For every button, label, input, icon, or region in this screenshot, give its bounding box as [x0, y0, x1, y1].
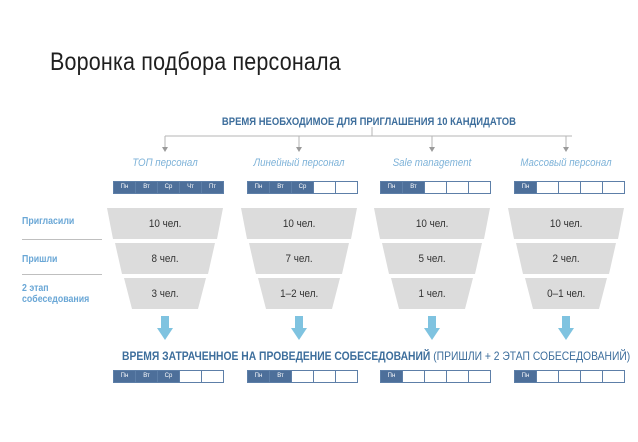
day-cell: Чт	[179, 181, 202, 194]
day-cell	[536, 370, 559, 383]
day-cell	[446, 370, 469, 383]
interview-day-bar: Пн Вт	[247, 370, 358, 383]
funnel-stage: 10 чел.	[508, 208, 624, 239]
interview-day-bar: Пн	[514, 370, 625, 383]
funnel-stage-value: 5 чел.	[418, 252, 446, 265]
day-cell	[424, 181, 447, 194]
day-cell	[602, 181, 625, 194]
day-cell: Вт	[135, 181, 158, 194]
funnel-stage-value: 10 чел.	[549, 217, 583, 230]
down-arrow-icon	[157, 316, 173, 340]
day-cell: Ср	[291, 181, 314, 194]
day-cell	[402, 370, 425, 383]
day-cell	[335, 181, 358, 194]
day-cell	[313, 370, 336, 383]
funnel-stage-value: 1–2 чел.	[279, 287, 319, 300]
day-cell: Пн	[514, 181, 537, 194]
weekday-bar: Пн Вт Ср Чт Пт	[113, 181, 224, 194]
funnel-stage-value: 10 чел.	[148, 217, 182, 230]
day-cell: Ср	[157, 370, 180, 383]
day-cell	[201, 370, 224, 383]
bottom-header-normal: (ПРИШЛИ + 2 ЭТАП СОБЕСЕДОВАНИЙ)	[430, 349, 631, 363]
column-title: Линейный персонал	[253, 157, 345, 169]
column-title: Sale management	[392, 157, 472, 169]
funnel-stage-value: 0–1 чел.	[546, 287, 586, 300]
funnel-stage: 2 чел.	[516, 243, 616, 274]
day-cell: Пн	[247, 370, 270, 383]
day-cell: Пн	[113, 370, 136, 383]
interview-day-bar: Пн	[380, 370, 491, 383]
day-cell	[446, 181, 469, 194]
funnel-stage-value: 10 чел.	[415, 217, 449, 230]
day-cell	[335, 370, 358, 383]
top-header-text: ВРЕМЯ НЕОБХОДИМОЕ ДЛЯ ПРИГЛАШЕНИЯ 10 КАН…	[222, 116, 516, 128]
day-cell	[558, 370, 581, 383]
day-cell: Вт	[269, 181, 292, 194]
day-cell: Вт	[135, 370, 158, 383]
down-arrow-icon	[291, 316, 307, 340]
row-label-invited: Пригласили	[22, 216, 75, 227]
column-title: Массовый персонал	[520, 157, 612, 169]
funnel-stage: 7 чел.	[249, 243, 349, 274]
funnel-stage: 0–1 чел.	[525, 278, 607, 309]
day-cell	[291, 370, 314, 383]
day-cell	[468, 181, 491, 194]
bottom-header: ВРЕМЯ ЗАТРАЧЕННОЕ НА ПРОВЕДЕНИЕ СОБЕСЕДО…	[122, 347, 630, 365]
day-cell: Пн	[514, 370, 537, 383]
funnel-stage-value: 1 чел.	[418, 287, 446, 300]
day-cell	[602, 370, 625, 383]
day-cell	[424, 370, 447, 383]
day-cell	[313, 181, 336, 194]
row-separator	[22, 274, 102, 275]
weekday-bar: Пн Вт	[380, 181, 491, 194]
row-label-second-line2: собеседования	[22, 294, 90, 305]
funnel-stage: 1–2 чел.	[258, 278, 340, 309]
day-cell	[580, 181, 603, 194]
funnel-stage: 3 чел.	[124, 278, 206, 309]
interview-day-bar: Пн Вт Ср	[113, 370, 224, 383]
day-cell	[558, 181, 581, 194]
row-label-came: Пришли	[22, 254, 58, 265]
day-cell	[468, 370, 491, 383]
weekday-bar: Пн	[514, 181, 625, 194]
down-arrow-icon	[424, 316, 440, 340]
funnel-stage: 10 чел.	[241, 208, 357, 239]
day-cell	[580, 370, 603, 383]
day-cell: Вт	[269, 370, 292, 383]
funnel-stage-value: 3 чел.	[151, 287, 179, 300]
row-label-second-line1: 2 этап	[22, 283, 49, 294]
day-cell: Ср	[157, 181, 180, 194]
funnel-stage-value: 10 чел.	[282, 217, 316, 230]
funnel-stage-value: 8 чел.	[151, 252, 179, 265]
day-cell: Пн	[380, 181, 403, 194]
row-separator	[22, 239, 102, 240]
funnel-stage: 1 чел.	[391, 278, 473, 309]
day-cell	[179, 370, 202, 383]
day-cell: Вт	[402, 181, 425, 194]
day-cell: Пн	[247, 181, 270, 194]
day-cell: Пт	[201, 181, 224, 194]
bottom-header-bold: ВРЕМЯ ЗАТРАЧЕННОЕ НА ПРОВЕДЕНИЕ СОБЕСЕДО…	[122, 349, 431, 363]
column-title: ТОП персонал	[132, 157, 198, 169]
funnel-stage: 5 чел.	[382, 243, 482, 274]
row-label-second-stage: 2 этап собеседования	[22, 283, 89, 305]
weekday-bar: Пн Вт Ср	[247, 181, 358, 194]
funnel-stage: 8 чел.	[115, 243, 215, 274]
page-title: Воронка подбора персонала	[50, 48, 341, 76]
funnel-stage-value: 2 чел.	[552, 252, 580, 265]
day-cell: Пн	[380, 370, 403, 383]
funnel-stage-value: 7 чел.	[285, 252, 313, 265]
day-cell	[536, 181, 559, 194]
funnel-stage: 10 чел.	[107, 208, 223, 239]
day-cell: Пн	[113, 181, 136, 194]
down-arrow-icon	[558, 316, 574, 340]
top-header: ВРЕМЯ НЕОБХОДИМОЕ ДЛЯ ПРИГЛАШЕНИЯ 10 КАН…	[0, 112, 638, 130]
funnel-stage: 10 чел.	[374, 208, 490, 239]
